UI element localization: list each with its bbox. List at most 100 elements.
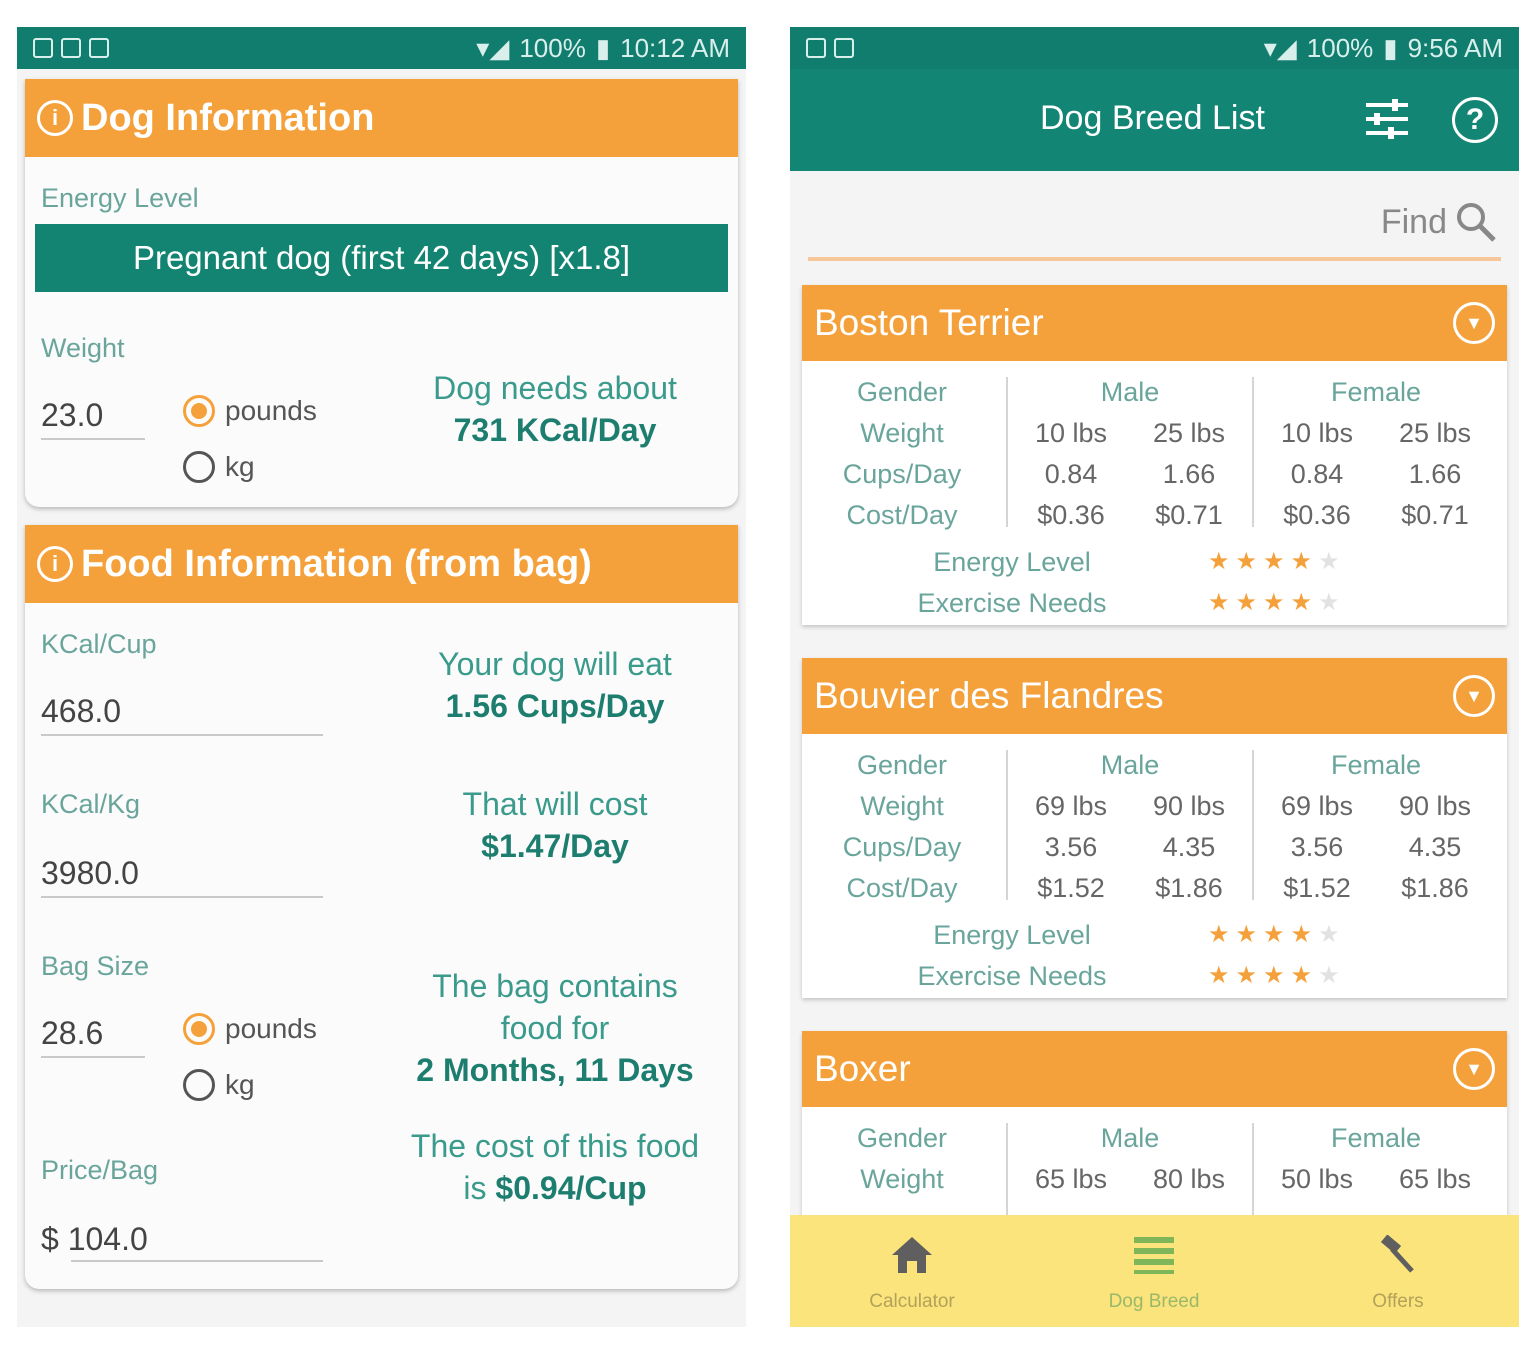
exercise-rating: ★★★★★ — [1208, 589, 1346, 616]
dog-information-header: i Dog Information — [25, 79, 738, 157]
chevron-down-icon[interactable]: ▼ — [1453, 1048, 1495, 1090]
cost-label: Cost/Day — [846, 873, 958, 903]
info-icon[interactable]: i — [37, 100, 73, 136]
result-text: is — [463, 1170, 487, 1206]
app-bar: Dog Breed List ? — [790, 69, 1519, 171]
divider — [1252, 750, 1254, 900]
notification-icon — [33, 38, 53, 58]
breed-header[interactable]: Boston Terrier ▼ — [802, 285, 1507, 361]
cups-label: Cups/Day — [842, 459, 962, 489]
female-weight-min: 10 lbs — [1280, 418, 1354, 448]
male-cost-max: $0.71 — [1155, 500, 1223, 530]
female-weight-min: 50 lbs — [1280, 1164, 1354, 1194]
cups-label: Cups/Day — [842, 832, 962, 862]
result-value: $0.94/Cup — [495, 1170, 647, 1206]
energy-level-label: Energy Level — [933, 547, 1091, 577]
result-value: 2 Months, 11 Days — [416, 1052, 694, 1088]
nav-dog-breed[interactable]: Dog Breed — [1074, 1235, 1234, 1313]
female-header: Female — [1330, 377, 1422, 407]
signal-icon: ▾◢ — [476, 32, 510, 63]
cost-label: Cost/Day — [846, 500, 958, 530]
signal-icon: ▾◢ — [1263, 32, 1297, 63]
info-icon[interactable]: i — [37, 546, 73, 582]
help-icon[interactable]: ? — [1452, 97, 1498, 143]
status-bar: ▾◢ 100% ▮ 9:56 AM — [790, 27, 1519, 69]
energy-level-label: Energy Level — [933, 920, 1091, 950]
weight-unit-kg[interactable]: kg — [183, 451, 255, 483]
kcal-cup-input[interactable]: 468.0 — [41, 693, 323, 736]
breed-card[interactable]: Boxer ▼ Gender Weight Male Female 65 lbs… — [802, 1031, 1507, 1233]
breed-header[interactable]: Boxer ▼ — [802, 1031, 1507, 1107]
male-header: Male — [1100, 750, 1160, 780]
nav-calculator[interactable]: Calculator — [832, 1235, 992, 1313]
list-icon — [1134, 1237, 1174, 1274]
female-cost-max: $1.86 — [1401, 873, 1469, 903]
food-information-card: i Food Information (from bag) KCal/Cup 4… — [25, 525, 738, 1289]
result-text: That will cost — [462, 786, 648, 822]
nav-label: Offers — [1372, 1291, 1424, 1312]
filter-icon[interactable] — [1364, 99, 1410, 139]
notification-icon — [61, 38, 81, 58]
exercise-needs-label: Exercise Needs — [917, 588, 1107, 618]
result-text: food for — [500, 1010, 610, 1046]
radio-label: pounds — [225, 395, 317, 426]
divider — [1252, 377, 1254, 527]
male-weight-max: 80 lbs — [1152, 1164, 1226, 1194]
male-weight-max: 25 lbs — [1152, 418, 1226, 448]
bag-size-input[interactable]: 28.6 — [41, 1015, 145, 1058]
radio-label: pounds — [225, 1013, 317, 1044]
radio-label: kg — [225, 451, 255, 482]
weight-label: Weight — [860, 1164, 944, 1194]
cup-cost-result: The cost of this food is $0.94/Cup — [365, 1125, 745, 1209]
calculator-screen: ▾◢ 100% ▮ 10:12 AM i Dog Information Ene… — [17, 27, 746, 1327]
male-cups-max: 1.66 — [1162, 459, 1216, 489]
divider — [1006, 377, 1008, 527]
breed-name: Boxer — [814, 1048, 911, 1089]
female-cost-min: $0.36 — [1283, 500, 1351, 530]
bag-duration-result: The bag contains food for 2 Months, 11 D… — [375, 965, 735, 1091]
chevron-down-icon[interactable]: ▼ — [1453, 675, 1495, 717]
result-value: 1.56 Cups/Day — [445, 688, 665, 724]
result-text: Your dog will eat — [438, 646, 672, 682]
dog-information-card: i Dog Information Energy Level Pregnant … — [25, 79, 738, 507]
result-value: $1.47/Day — [481, 828, 629, 864]
male-header: Male — [1100, 377, 1160, 407]
female-cups-min: 3.56 — [1290, 832, 1344, 862]
male-cost-max: $1.86 — [1155, 873, 1223, 903]
food-information-header: i Food Information (from bag) — [25, 525, 738, 603]
male-cups-min: 3.56 — [1044, 832, 1098, 862]
find-search[interactable]: Find — [1381, 201, 1497, 243]
radio-unselected-icon — [183, 1069, 215, 1101]
male-cups-max: 4.35 — [1162, 832, 1216, 862]
breed-card[interactable]: Bouvier des Flandres ▼ Gender Weight Cup… — [802, 658, 1507, 998]
radio-label: kg — [225, 1069, 255, 1100]
kcal-kg-input[interactable]: 3980.0 — [41, 855, 323, 898]
male-weight-min: 69 lbs — [1034, 791, 1108, 821]
female-cost-max: $0.71 — [1401, 500, 1469, 530]
home-icon — [892, 1237, 932, 1273]
bag-unit-pounds[interactable]: pounds — [183, 1013, 317, 1045]
bag-unit-kg[interactable]: kg — [183, 1069, 255, 1101]
nav-label: Dog Breed — [1108, 1291, 1200, 1312]
chevron-down-icon[interactable]: ▼ — [1453, 302, 1495, 344]
notification-icon — [89, 38, 109, 58]
search-icon — [1457, 203, 1496, 242]
breed-card[interactable]: Boston Terrier ▼ Gender Weight Cups/Day … — [802, 285, 1507, 625]
radio-selected-icon — [183, 1013, 215, 1045]
weight-unit-pounds[interactable]: pounds — [183, 395, 317, 427]
weight-input[interactable]: 23.0 — [41, 397, 145, 440]
breed-header[interactable]: Bouvier des Flandres ▼ — [802, 658, 1507, 734]
divider — [1006, 750, 1008, 900]
card-title: Food Information (from bag) — [81, 542, 592, 585]
breed-name: Bouvier des Flandres — [814, 675, 1164, 716]
radio-selected-icon — [183, 395, 215, 427]
nav-offers[interactable]: Offers — [1318, 1234, 1478, 1313]
female-cups-max: 4.35 — [1408, 832, 1462, 862]
price-bag-input[interactable]: $ 104.0 — [41, 1221, 323, 1262]
gender-label: Gender — [856, 377, 948, 407]
energy-level-selector[interactable]: Pregnant dog (first 42 days) [x1.8] — [35, 224, 728, 292]
clock: 9:56 AM — [1407, 32, 1503, 63]
exercise-rating: ★★★★★ — [1208, 962, 1346, 989]
divider — [1252, 1123, 1254, 1233]
radio-unselected-icon — [183, 451, 215, 483]
